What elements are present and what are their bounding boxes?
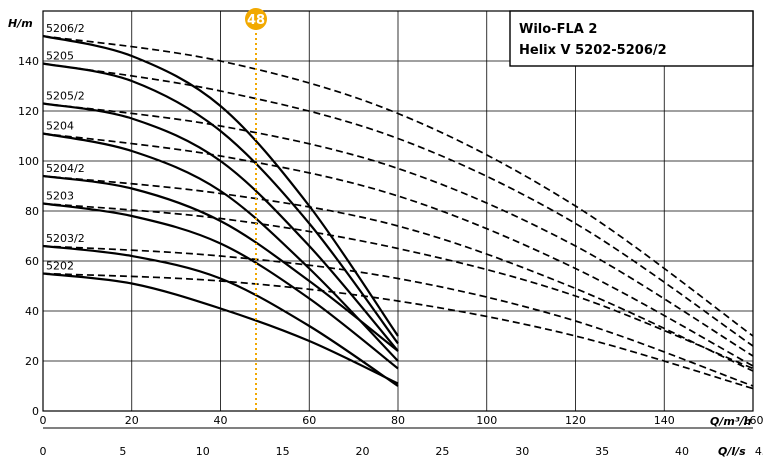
y-tick-label: 0: [32, 405, 39, 418]
x2-tick-label: 35: [595, 445, 609, 458]
dashed-curve-5203/2: [42, 245, 754, 387]
x2-axis-label: Q/l/s: [718, 445, 746, 458]
series-labels: 5206/2 5205 5205/2 5204 5204/2 5203 5203/2 5202: [46, 22, 85, 273]
solid-curve-5204/2: [42, 174, 399, 352]
x-tick-label: 160: [743, 414, 763, 427]
y-axis-label: H/m: [8, 17, 33, 30]
x-tick-label: 60: [302, 414, 316, 427]
dashed-curve-5206/2: [42, 35, 754, 337]
series-label: 5204/2: [46, 162, 85, 175]
dashed-curve-5204: [42, 132, 754, 367]
x2-tick-label: 45: [755, 445, 763, 458]
y-tick-label: 20: [25, 355, 39, 368]
curves: [42, 34, 754, 390]
x-axis-label: Q/m³/h: [710, 415, 752, 428]
solid-curve-5203/2: [42, 244, 399, 387]
solid-curve-5203: [42, 202, 399, 370]
y-tick-label: 120: [18, 105, 39, 118]
y-tick-label: 140: [18, 55, 39, 68]
solid-curve-5205: [42, 62, 399, 345]
ticks: 0 20 40 60 80 100 120 140 0 20 40 60 80 100 120 140 160 0…: [18, 55, 763, 458]
x2-tick-label: 30: [515, 445, 529, 458]
marker-badge: [245, 8, 267, 30]
x2-tick-label: 10: [196, 445, 210, 458]
y-tick-label: 80: [25, 205, 39, 218]
x-tick-label: 120: [565, 414, 586, 427]
marker-label: 48: [247, 13, 265, 28]
series-label: 5205/2: [46, 90, 85, 103]
series-label: 5203: [46, 190, 74, 203]
series-label: 5205: [46, 50, 74, 63]
solid-curve-5205/2: [42, 102, 399, 352]
duty-marker: 48: [245, 8, 267, 411]
dashed-curve-5204/2: [42, 175, 754, 372]
x-tick-label: 100: [476, 414, 497, 427]
y-tick-label: 40: [25, 305, 39, 318]
x2-tick-label: 0: [40, 445, 47, 458]
x2-tick-label: 15: [276, 445, 290, 458]
x2-tick-label: 40: [675, 445, 689, 458]
dashed-curve-5205: [42, 62, 754, 347]
dashed-curve-5202: [42, 272, 754, 390]
x-tick-label: 40: [214, 414, 228, 427]
x-tick-label: 140: [654, 414, 675, 427]
series-label: 5206/2: [46, 22, 85, 35]
series-label: 5203/2: [46, 232, 85, 245]
title-box: [509, 10, 754, 67]
x2-tick-label: 20: [356, 445, 370, 458]
solid-curve-5206/2: [42, 34, 399, 337]
x-tick-label: 80: [391, 414, 405, 427]
chart-title-line-1: Wilo-FLA 2: [519, 22, 597, 37]
y-tick-label: 100: [18, 155, 39, 168]
chart-title-line-2: Helix V 5202-5206/2: [519, 43, 667, 58]
x-tick-label: 20: [125, 414, 139, 427]
x2-tick-label: 5: [119, 445, 126, 458]
series-label: 5202: [46, 260, 74, 273]
dashed-curve-5203: [42, 202, 754, 370]
solid-curve-5202: [42, 272, 399, 385]
x2-tick-label: 25: [435, 445, 449, 458]
x-tick-label: 0: [40, 414, 47, 427]
y-tick-label: 60: [25, 255, 39, 268]
series-label: 5204: [46, 120, 74, 133]
